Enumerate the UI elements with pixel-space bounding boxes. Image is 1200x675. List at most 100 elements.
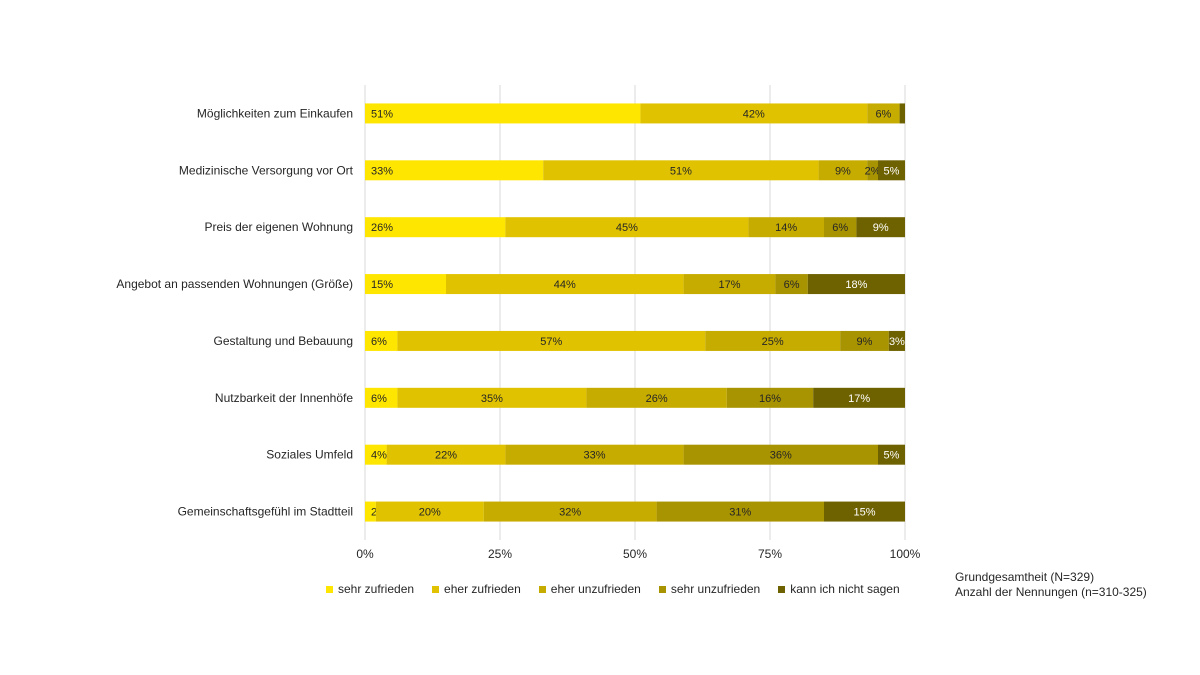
bar-segment [505, 217, 749, 238]
bar-segment [397, 330, 706, 351]
data-label: 42% [743, 108, 765, 120]
x-tick-label: 0% [356, 547, 374, 561]
bar-segment [775, 274, 808, 295]
data-label: 17% [718, 279, 740, 291]
bar-segment [365, 217, 506, 238]
legend-swatch [432, 585, 440, 593]
bar-segment [505, 444, 684, 465]
data-label: 44% [554, 279, 576, 291]
bar-segment [824, 501, 905, 522]
bar-segment [365, 330, 398, 351]
bar-segment [365, 501, 376, 522]
legend-item-eher-unzufrieden: eher unzufrieden [538, 582, 641, 596]
legend-label: sehr unzufrieden [670, 582, 761, 596]
sample-notes: Grundgesamtheit (N=329) Anzahl der Nennu… [955, 570, 1147, 600]
bar-segment [818, 160, 868, 181]
bar-segment [878, 444, 905, 465]
data-label: 33% [371, 165, 393, 177]
bar-segment [726, 387, 814, 408]
bar-segment [365, 103, 641, 124]
x-tick-label: 25% [488, 547, 512, 561]
x-tick-label: 100% [890, 547, 921, 561]
legend-swatch [538, 585, 546, 593]
category-label: Preis der eigenen Wohnung [204, 220, 353, 234]
data-label: 32% [559, 507, 581, 519]
category-label: Möglichkeiten zum Einkaufen [197, 106, 353, 120]
bar-segment [856, 217, 905, 238]
data-label: 9% [873, 222, 889, 234]
legend-label: sehr zufrieden [338, 582, 415, 596]
category-label: Nutzbarkeit der Innenhöfe [215, 391, 353, 405]
data-label: 5% [884, 165, 900, 177]
data-label: 6% [371, 393, 387, 405]
data-label: 9% [835, 165, 851, 177]
bar-segment [683, 274, 776, 295]
data-label: 6% [875, 108, 891, 120]
bar-segment [397, 387, 587, 408]
legend-swatch [778, 585, 786, 593]
bar-segment [899, 103, 905, 124]
data-label: 33% [583, 450, 605, 462]
x-tick-label: 50% [623, 547, 647, 561]
bar-segment [656, 501, 824, 522]
x-tick-label: 75% [758, 547, 782, 561]
bar-segment [807, 274, 905, 295]
data-label: 15% [371, 279, 393, 291]
bar-segment [888, 330, 905, 351]
bar-segment [840, 330, 889, 351]
data-label: 20% [419, 507, 441, 519]
bar-segment [375, 501, 484, 522]
data-label: 16% [759, 393, 781, 405]
bar-segment [824, 217, 857, 238]
category-label: Gemeinschaftsgefühl im Stadtteil [178, 505, 353, 519]
legend-label: eher zufrieden [444, 582, 521, 596]
note-responses: Anzahl der Nennungen (n=310-325) [955, 585, 1147, 599]
data-label: 3% [889, 336, 905, 348]
data-label: 4% [371, 450, 387, 462]
data-label: 6% [371, 336, 387, 348]
bar-segment [446, 274, 684, 295]
category-label: Angebot an passenden Wohnungen (Größe) [116, 277, 353, 291]
category-label: Soziales Umfeld [266, 448, 353, 462]
legend-item-eher-zufrieden: eher zufrieden [432, 582, 521, 596]
bar-segment [867, 103, 900, 124]
data-label: 9% [857, 336, 873, 348]
data-label: 26% [646, 393, 668, 405]
category-label: Gestaltung und Bebauung [214, 334, 353, 348]
data-label: 2% [865, 165, 881, 177]
legend-item-sehr-zufrieden: sehr zufrieden [326, 582, 414, 596]
legend-label: kann ich nicht sagen [790, 582, 900, 596]
data-label: 6% [784, 279, 800, 291]
bar-segment [365, 444, 387, 465]
bar-segment [386, 444, 506, 465]
bar-segment [705, 330, 841, 351]
data-label: 15% [853, 507, 875, 519]
data-label: 26% [371, 222, 393, 234]
bar-segment [813, 387, 905, 408]
data-label: 14% [775, 222, 797, 234]
bar-segment [365, 160, 544, 181]
bar-segment [640, 103, 868, 124]
data-label: 5% [884, 450, 900, 462]
data-label: 57% [540, 336, 562, 348]
bar-segment [878, 160, 905, 181]
bar-segment [365, 274, 446, 295]
bar-segment [748, 217, 824, 238]
data-label: 25% [762, 336, 784, 348]
bar-segment [483, 501, 657, 522]
data-label: 22% [435, 450, 457, 462]
data-label: 51% [670, 165, 692, 177]
legend-item-sehr-unzufrieden: sehr unzufrieden [658, 582, 761, 596]
note-population: Grundgesamtheit (N=329) [955, 570, 1095, 584]
data-label: 36% [770, 450, 792, 462]
data-label: 35% [481, 393, 503, 405]
legend: sehr zufrieden eher zufrieden eher unzuf… [326, 582, 900, 596]
bar-segment [586, 387, 727, 408]
bar-segment [683, 444, 878, 465]
data-label: 6% [832, 222, 848, 234]
legend-swatch [326, 585, 333, 593]
data-label: 18% [845, 279, 867, 291]
legend-item-kann-ich-nicht-sagen: kann ich nicht sagen [778, 582, 900, 596]
data-label: 17% [848, 393, 870, 405]
